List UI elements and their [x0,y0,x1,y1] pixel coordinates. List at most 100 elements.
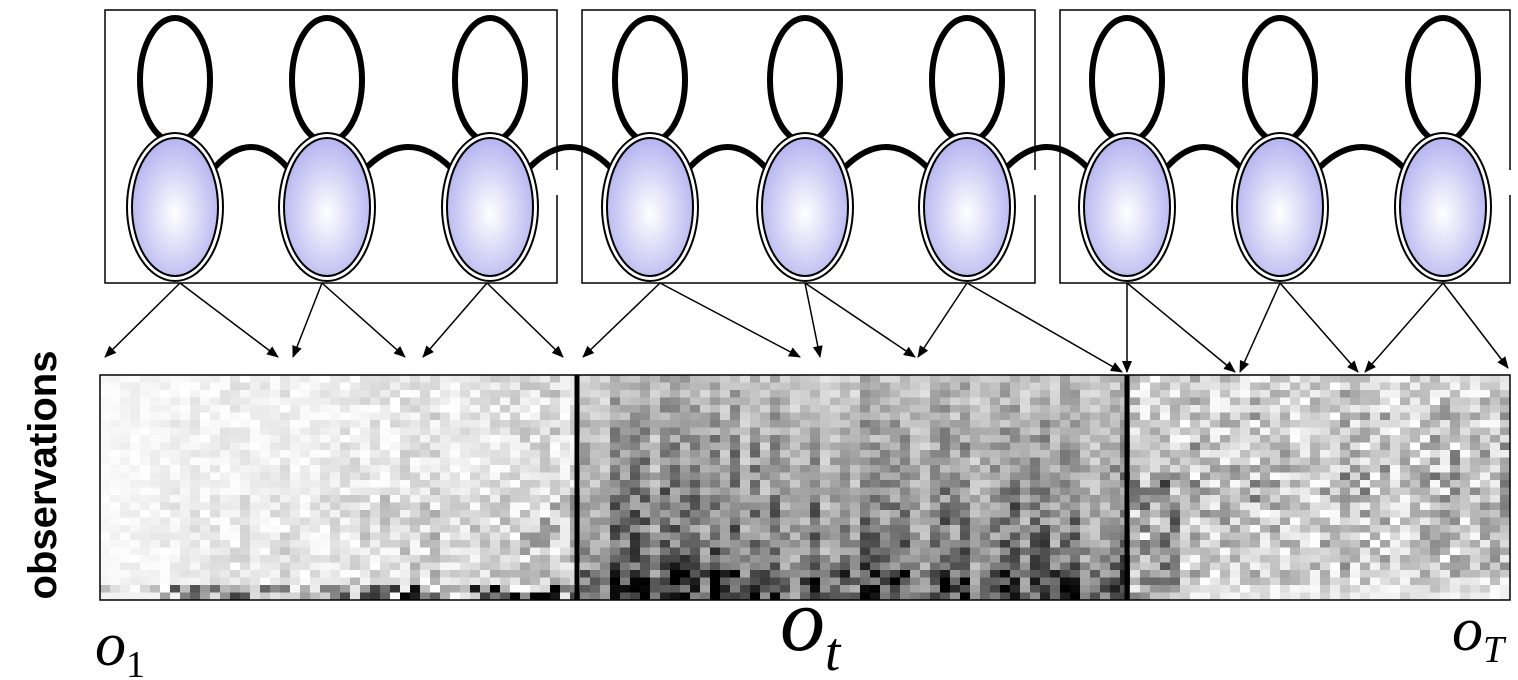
spectrogram-cell [1360,518,1370,526]
spectrogram-cell [530,405,540,413]
spectrogram-cell [1480,413,1490,421]
spectrogram-cell [1450,473,1460,481]
spectrogram-cell [1200,503,1210,511]
spectrogram-cell [240,488,250,496]
spectrogram-cell [790,465,800,473]
spectrogram-cell [990,420,1000,428]
spectrogram-cell [280,510,290,518]
spectrogram-cell [320,480,330,488]
spectrogram-cell [900,570,910,578]
spectrogram-cell [330,443,340,451]
spectrogram-cell [630,503,640,511]
spectrogram-cell [600,525,610,533]
spectrogram-cell [860,510,870,518]
spectrogram-cell [830,503,840,511]
spectrogram-cell [740,533,750,541]
spectrogram-cell [430,420,440,428]
spectrogram-cell [400,593,410,601]
spectrogram-cell [690,413,700,421]
spectrogram-cell [690,398,700,406]
spectrogram-cell [170,503,180,511]
spectrogram-cell [1000,398,1010,406]
self-loop [140,18,210,142]
spectrogram-cell [600,458,610,466]
spectrogram-cell [330,593,340,601]
spectrogram-cell [970,518,980,526]
spectrogram-cell [340,518,350,526]
spectrogram-cell [260,510,270,518]
spectrogram-cell [1470,375,1480,383]
spectrogram-cell [760,458,770,466]
spectrogram-cell [1350,548,1360,556]
spectrogram-cell [930,488,940,496]
spectrogram-cell [460,443,470,451]
spectrogram-cell [770,398,780,406]
spectrogram-cell [230,570,240,578]
spectrogram-cell [1250,510,1260,518]
spectrogram-cell [1200,458,1210,466]
spectrogram-cell [1470,495,1480,503]
spectrogram-cell [290,593,300,601]
spectrogram-cell [990,450,1000,458]
spectrogram-cell [1490,465,1500,473]
spectrogram-cell [620,563,630,571]
spectrogram-cell [580,518,590,526]
spectrogram-cell [1090,570,1100,578]
spectrogram-cell [680,510,690,518]
spectrogram-cell [1290,488,1300,496]
spectrogram-cell [730,570,740,578]
spectrogram-cell [600,473,610,481]
spectrogram-cell [730,488,740,496]
spectrogram-cell [700,465,710,473]
spectrogram-cell [580,458,590,466]
spectrogram-cell [770,413,780,421]
spectrogram-cell [930,390,940,398]
spectrogram-cell [660,413,670,421]
spectrogram-cell [750,548,760,556]
spectrogram-cell [1140,503,1150,511]
spectrogram-cell [560,548,570,556]
spectrogram-cell [550,405,560,413]
spectrogram-cell [590,480,600,488]
spectrogram-cell [210,510,220,518]
spectrogram-cell [1220,563,1230,571]
spectrogram-cell [1150,435,1160,443]
spectrogram-cell [130,593,140,601]
spectrogram-cell [630,495,640,503]
spectrogram-cell [1380,488,1390,496]
spectrogram-cell [350,563,360,571]
spectrogram-cell [470,585,480,593]
spectrogram-cell [1100,570,1110,578]
spectrogram-cell [200,548,210,556]
spectrogram-cell [600,390,610,398]
spectrogram-cell [100,443,110,451]
spectrogram-cell [510,585,520,593]
spectrogram-cell [320,533,330,541]
spectrogram-cell [120,435,130,443]
spectrogram-cell [1410,428,1420,436]
spectrogram-cell [930,465,940,473]
spectrogram-cell [270,420,280,428]
spectrogram-cell [770,465,780,473]
spectrogram-cell [540,540,550,548]
spectrogram-cell [690,555,700,563]
spectrogram-cell [1150,428,1160,436]
spectrogram-cell [1430,473,1440,481]
spectrogram-cell [200,390,210,398]
spectrogram-cell [890,413,900,421]
spectrogram-cell [1430,548,1440,556]
emission-arrow [423,283,487,357]
spectrogram-cell [920,555,930,563]
spectrogram-cell [940,458,950,466]
spectrogram-cell [350,450,360,458]
spectrogram-cell [180,540,190,548]
spectrogram-cell [710,413,720,421]
spectrogram-cell [930,510,940,518]
spectrogram-cell [450,398,460,406]
spectrogram-cell [400,503,410,511]
spectrogram-cell [980,540,990,548]
spectrogram-cell [670,458,680,466]
spectrogram-cell [710,495,720,503]
spectrogram-cell [440,510,450,518]
spectrogram-cell [580,443,590,451]
